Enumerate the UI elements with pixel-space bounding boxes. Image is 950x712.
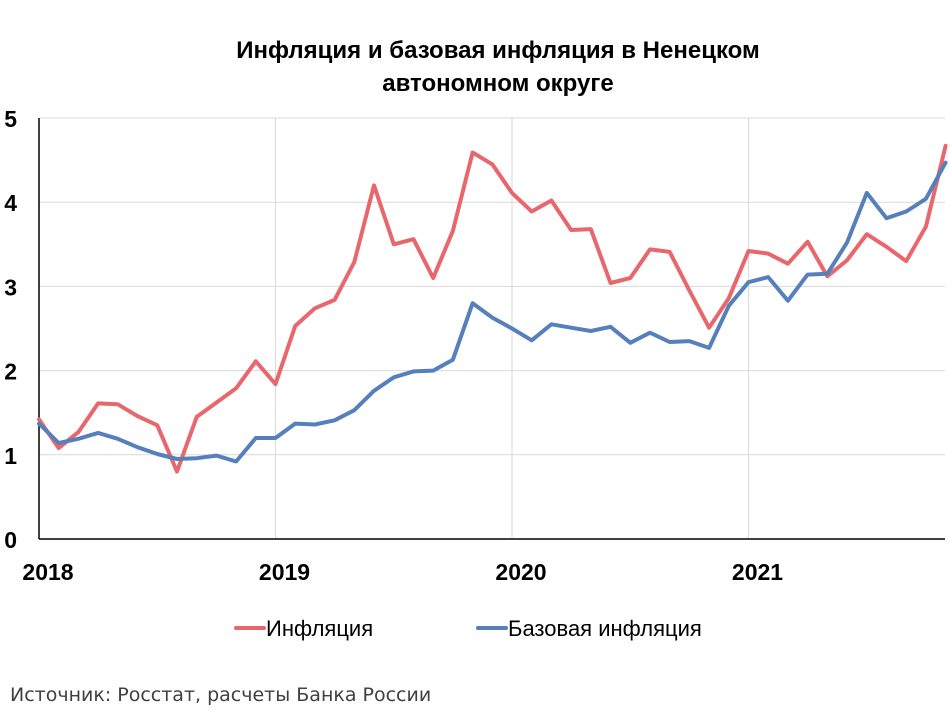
x-tick-label: 2018 <box>22 559 73 585</box>
x-tick-label: 2020 <box>495 559 546 585</box>
chart-title: Инфляция и базовая инфляция в Ненецком а… <box>236 37 760 97</box>
x-tick-label: 2021 <box>732 559 783 585</box>
chart-title-line-1: Инфляция и базовая инфляция в Ненецком <box>236 37 760 64</box>
legend-label-inflation: Инфляция <box>266 616 373 641</box>
series-lines <box>37 143 948 474</box>
y-tick-label: 5 <box>4 106 17 132</box>
x-tick-label: 2019 <box>259 559 310 585</box>
grid <box>39 117 945 539</box>
y-tick-label: 1 <box>4 443 17 469</box>
legend: Инфляция Базовая инфляция <box>234 616 702 641</box>
axes: 0 1 2 3 4 5 2018 2019 2020 2021 <box>4 106 945 585</box>
y-tick-label: 4 <box>4 190 17 216</box>
y-tick-label: 2 <box>4 359 17 385</box>
series-line-core-inflation <box>37 160 948 464</box>
chart-title-line-2: автономном округе <box>382 70 613 97</box>
y-tick-label: 0 <box>4 527 17 553</box>
series-line-inflation <box>37 143 948 474</box>
y-tick-label: 3 <box>4 274 17 300</box>
source-note: Источник: Росстат, расчеты Банка России <box>10 684 432 706</box>
legend-label-core-inflation: Базовая инфляция <box>508 616 702 641</box>
